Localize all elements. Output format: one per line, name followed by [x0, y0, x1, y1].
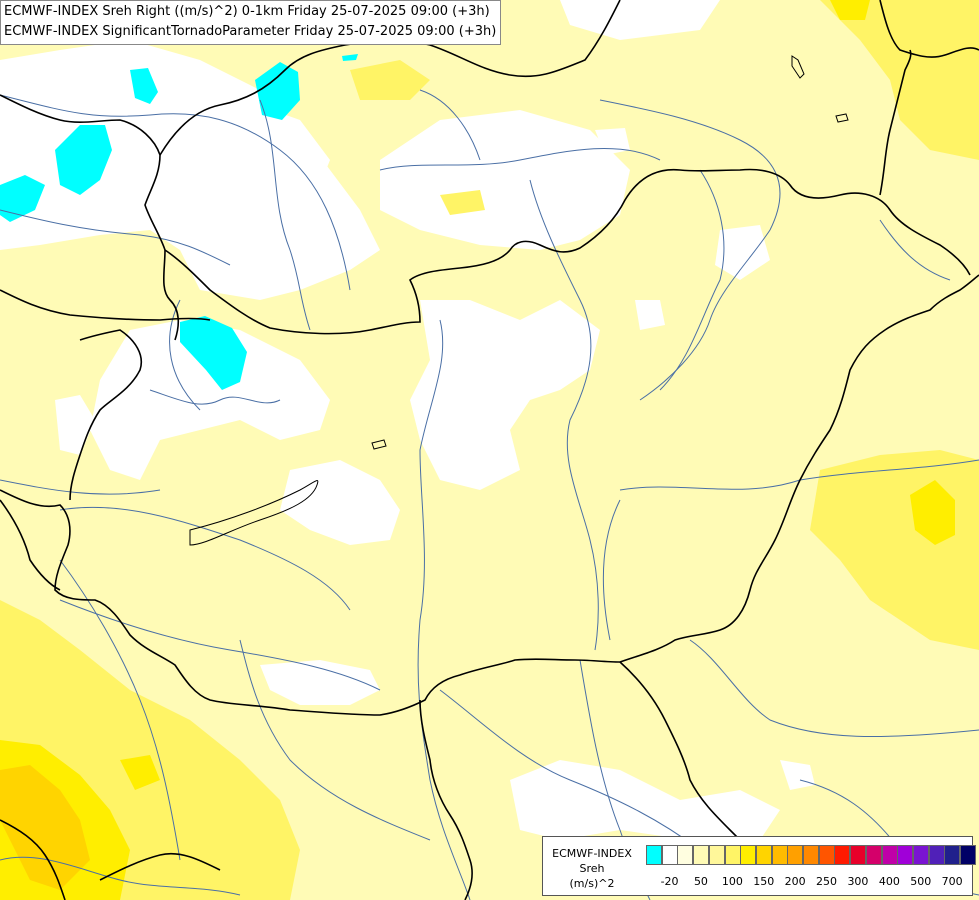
legend-tick-label: 400: [878, 875, 900, 888]
legend-swatch: [646, 845, 662, 865]
legend-title-block: ECMWF-INDEX Sreh (m/s)^2: [547, 846, 637, 891]
legend-tick-label: 250: [816, 875, 838, 888]
legend-tick-label: 150: [753, 875, 775, 888]
legend-tick-label: 500: [910, 875, 932, 888]
cyan-negative-sreh-regions: [0, 54, 358, 390]
legend-swatch: [944, 845, 961, 865]
legend-swatch: [677, 845, 694, 865]
legend-title: ECMWF-INDEX: [552, 847, 632, 860]
map-title-line-1: ECMWF-INDEX Sreh Right ((m/s)^2) 0-1km F…: [4, 4, 490, 19]
map-title-box: ECMWF-INDEX Sreh Right ((m/s)^2) 0-1km F…: [0, 0, 502, 45]
legend-swatch: [912, 845, 929, 865]
legend-swatch: [897, 845, 914, 865]
legend-tick-label: 200: [784, 875, 806, 888]
legend-swatch: [787, 845, 804, 865]
map-title-line-2: ECMWF-INDEX SignificantTornadoParameter …: [4, 24, 497, 39]
legend-swatch: [818, 845, 835, 865]
legend-field: Sreh: [579, 862, 605, 875]
legend-swatch: [881, 845, 898, 865]
legend-tick-label: 700: [941, 875, 963, 888]
legend-swatch: [661, 845, 678, 865]
legend-swatch: [708, 845, 725, 865]
legend-swatch: [865, 845, 882, 865]
legend-swatch: [850, 845, 867, 865]
orange-sreh-regions: [0, 765, 90, 890]
legend-tick-label: 100: [721, 875, 743, 888]
legend-swatch: [928, 845, 945, 865]
legend-swatch: [834, 845, 851, 865]
rivers: [0, 89, 979, 900]
legend-swatch: [755, 845, 772, 865]
legend-tick-label: 50: [693, 875, 708, 888]
legend-swatch: [693, 845, 710, 865]
legend-swatch: [724, 845, 741, 865]
color-legend: ECMWF-INDEX Sreh (m/s)^2 -20 50 100 150 200 2…: [542, 836, 976, 896]
legend-unit: (m/s)^2: [569, 877, 615, 890]
lakes: [189, 55, 849, 546]
legend-swatch: [771, 845, 788, 865]
legend-tick-label: -20: [660, 875, 679, 888]
legend-swatch: [803, 845, 819, 865]
legend-swatch: [960, 845, 976, 865]
legend-swatch: [740, 845, 757, 865]
legend-tick-label: 300: [847, 875, 869, 888]
